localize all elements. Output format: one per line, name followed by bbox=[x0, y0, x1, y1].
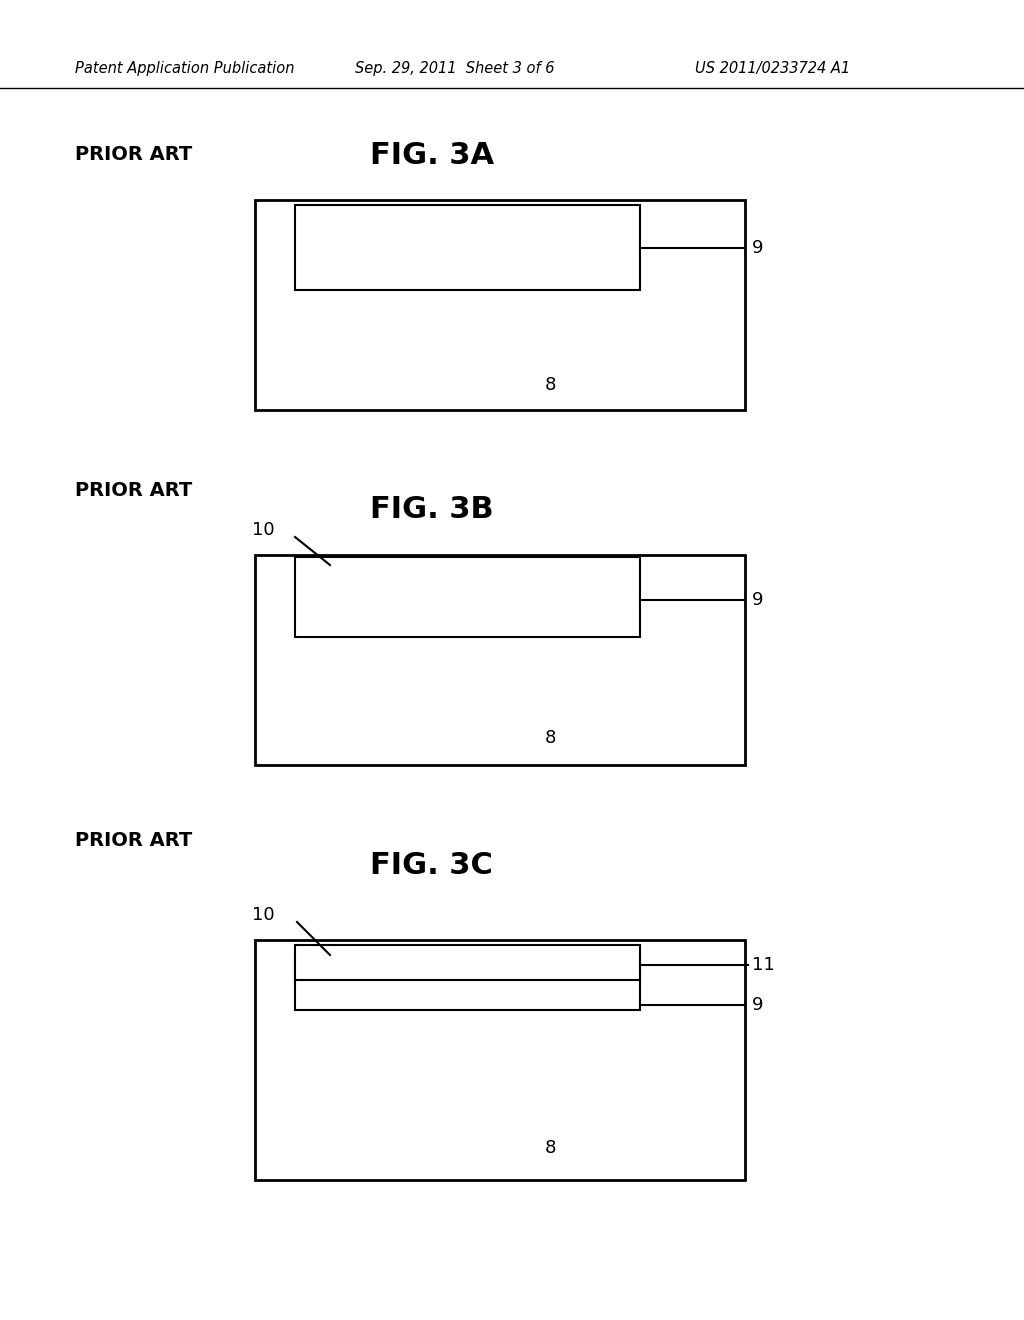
Bar bbox=[255, 201, 745, 411]
Bar bbox=[255, 554, 745, 766]
Bar bbox=[255, 940, 745, 1180]
Bar bbox=[295, 557, 640, 638]
Text: 8: 8 bbox=[545, 729, 556, 747]
Text: 10: 10 bbox=[252, 521, 275, 539]
Text: PRIOR ART: PRIOR ART bbox=[75, 145, 193, 165]
Text: 8: 8 bbox=[545, 376, 556, 393]
Text: 9: 9 bbox=[752, 591, 764, 609]
Bar bbox=[295, 205, 640, 290]
Text: 10: 10 bbox=[252, 906, 275, 924]
Bar bbox=[295, 954, 640, 1010]
Text: 11: 11 bbox=[752, 956, 775, 974]
Text: Sep. 29, 2011  Sheet 3 of 6: Sep. 29, 2011 Sheet 3 of 6 bbox=[355, 61, 555, 75]
Text: 9: 9 bbox=[752, 997, 764, 1014]
Text: 8: 8 bbox=[545, 1139, 556, 1158]
Text: Patent Application Publication: Patent Application Publication bbox=[75, 61, 295, 75]
Text: 9: 9 bbox=[752, 239, 764, 257]
Text: FIG. 3A: FIG. 3A bbox=[370, 140, 495, 169]
Bar bbox=[295, 945, 640, 979]
Text: US 2011/0233724 A1: US 2011/0233724 A1 bbox=[695, 61, 850, 75]
Text: FIG. 3B: FIG. 3B bbox=[370, 495, 494, 524]
Text: PRIOR ART: PRIOR ART bbox=[75, 480, 193, 499]
Text: PRIOR ART: PRIOR ART bbox=[75, 830, 193, 850]
Text: FIG. 3C: FIG. 3C bbox=[370, 850, 493, 879]
